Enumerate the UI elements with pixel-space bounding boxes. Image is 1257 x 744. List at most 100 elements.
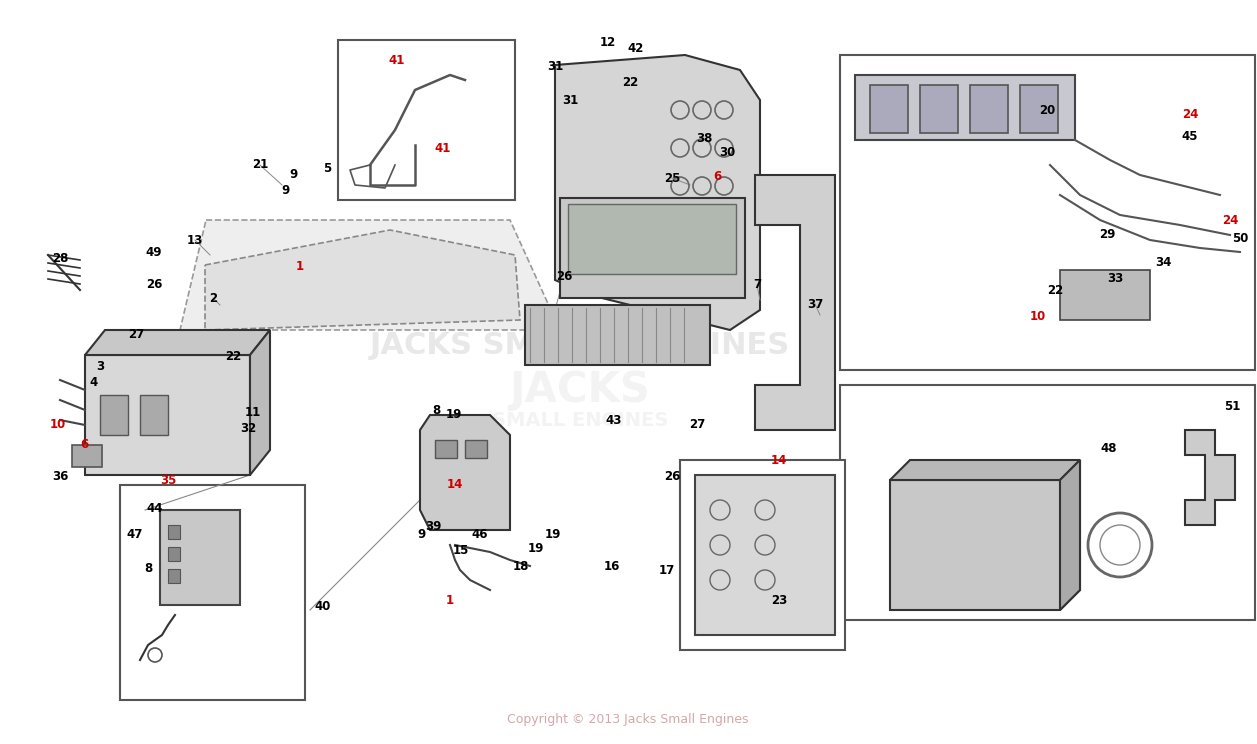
Text: 15: 15 bbox=[453, 544, 469, 557]
Text: 31: 31 bbox=[562, 94, 578, 106]
Bar bbox=[465, 440, 486, 458]
Text: 20: 20 bbox=[1038, 103, 1055, 117]
Text: 8: 8 bbox=[432, 403, 440, 417]
Text: 34: 34 bbox=[1155, 257, 1172, 269]
Text: 41: 41 bbox=[388, 54, 405, 66]
Bar bbox=[435, 440, 458, 458]
Text: 27: 27 bbox=[128, 327, 145, 341]
Text: 44: 44 bbox=[147, 501, 163, 515]
Polygon shape bbox=[890, 460, 1080, 610]
Bar bbox=[561, 198, 745, 298]
Text: 49: 49 bbox=[146, 246, 162, 258]
Text: 5: 5 bbox=[323, 161, 331, 175]
Text: 26: 26 bbox=[556, 271, 572, 283]
Text: 26: 26 bbox=[146, 278, 162, 292]
Text: SMALL ENGINES: SMALL ENGINES bbox=[491, 411, 669, 429]
Text: 19: 19 bbox=[528, 542, 544, 554]
Bar bbox=[525, 305, 710, 365]
Text: 21: 21 bbox=[251, 158, 268, 172]
Text: 19: 19 bbox=[446, 408, 463, 420]
Polygon shape bbox=[250, 330, 270, 475]
Text: 9: 9 bbox=[417, 527, 426, 540]
Text: 41: 41 bbox=[435, 141, 451, 155]
Text: 36: 36 bbox=[52, 469, 68, 483]
Text: 30: 30 bbox=[719, 146, 735, 158]
Text: 8: 8 bbox=[143, 562, 152, 574]
Polygon shape bbox=[420, 415, 510, 530]
Polygon shape bbox=[1060, 460, 1080, 610]
Text: 28: 28 bbox=[52, 251, 68, 265]
Text: 25: 25 bbox=[664, 172, 680, 185]
Text: 12: 12 bbox=[600, 36, 616, 48]
Text: 48: 48 bbox=[1101, 443, 1117, 455]
Text: 13: 13 bbox=[187, 234, 204, 246]
Text: 45: 45 bbox=[1182, 129, 1198, 143]
Text: 50: 50 bbox=[1232, 232, 1248, 246]
Text: 14: 14 bbox=[771, 455, 787, 467]
Text: 33: 33 bbox=[1107, 272, 1123, 284]
Text: 47: 47 bbox=[127, 528, 143, 542]
Bar bbox=[168, 569, 180, 583]
Bar bbox=[680, 460, 845, 650]
Text: 6: 6 bbox=[713, 170, 722, 184]
Bar bbox=[970, 85, 1008, 133]
Text: 23: 23 bbox=[771, 594, 787, 608]
Bar bbox=[695, 475, 835, 635]
Text: 7: 7 bbox=[753, 278, 760, 292]
Text: 46: 46 bbox=[471, 527, 488, 540]
Bar bbox=[101, 395, 128, 435]
Bar bbox=[840, 55, 1254, 370]
Text: 22: 22 bbox=[225, 350, 241, 364]
Bar bbox=[140, 395, 168, 435]
Text: 35: 35 bbox=[160, 475, 176, 487]
Text: 38: 38 bbox=[696, 132, 713, 144]
Bar bbox=[920, 85, 958, 133]
Text: 11: 11 bbox=[245, 406, 261, 420]
Text: 31: 31 bbox=[547, 60, 563, 74]
Polygon shape bbox=[1185, 430, 1234, 525]
Text: 27: 27 bbox=[689, 417, 705, 431]
Text: 9: 9 bbox=[289, 168, 297, 182]
Text: 9: 9 bbox=[282, 184, 290, 196]
Bar bbox=[1019, 85, 1058, 133]
Text: 43: 43 bbox=[606, 414, 622, 426]
Text: 16: 16 bbox=[603, 559, 620, 572]
Bar bbox=[855, 75, 1075, 140]
Polygon shape bbox=[556, 55, 760, 330]
Text: 32: 32 bbox=[240, 423, 256, 435]
Text: 10: 10 bbox=[1029, 310, 1046, 324]
Bar bbox=[338, 40, 515, 200]
Text: 22: 22 bbox=[1047, 283, 1063, 297]
Text: 6: 6 bbox=[80, 437, 88, 451]
Text: 39: 39 bbox=[425, 521, 441, 533]
Text: 1: 1 bbox=[446, 594, 454, 606]
Text: 51: 51 bbox=[1224, 400, 1241, 414]
Bar bbox=[168, 525, 180, 539]
Polygon shape bbox=[890, 460, 1080, 480]
Polygon shape bbox=[755, 175, 835, 430]
Text: 1: 1 bbox=[295, 260, 304, 274]
Text: 2: 2 bbox=[209, 292, 217, 304]
Text: 24: 24 bbox=[1182, 109, 1198, 121]
Polygon shape bbox=[205, 230, 520, 330]
Text: 18: 18 bbox=[513, 559, 529, 572]
Text: 17: 17 bbox=[659, 563, 675, 577]
Text: 37: 37 bbox=[807, 298, 823, 310]
Bar bbox=[168, 547, 180, 561]
Bar bbox=[119, 485, 305, 700]
Text: 14: 14 bbox=[446, 478, 463, 490]
Text: JACKS SMALL® ENGINES: JACKS SMALL® ENGINES bbox=[370, 330, 791, 359]
Bar bbox=[85, 355, 250, 475]
Polygon shape bbox=[180, 220, 561, 330]
Text: 26: 26 bbox=[664, 469, 680, 483]
Text: 19: 19 bbox=[544, 528, 561, 542]
Text: 22: 22 bbox=[622, 75, 639, 89]
Bar bbox=[1060, 270, 1150, 320]
Text: JACKS: JACKS bbox=[509, 369, 650, 411]
Bar bbox=[870, 85, 908, 133]
Text: 3: 3 bbox=[96, 359, 104, 373]
Bar bbox=[160, 510, 240, 605]
Bar bbox=[840, 385, 1254, 620]
Bar bbox=[568, 204, 737, 274]
Text: 24: 24 bbox=[1222, 214, 1238, 226]
